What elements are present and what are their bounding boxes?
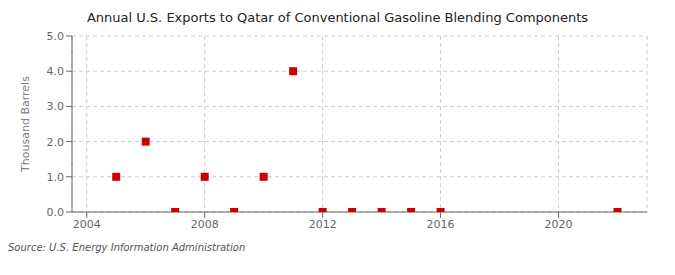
svg-text:2020: 2020 <box>545 218 573 231</box>
html-text:Annual U.S. Exports to Qatar o: Annual U.S. Exports to Qatar of Conventi… <box>86 10 589 25</box>
svg-text:0.0: 0.0 <box>47 206 65 219</box>
svg-text:1.0: 1.0 <box>47 171 65 184</box>
svg-text:2016: 2016 <box>427 218 455 231</box>
svg-text:2004: 2004 <box>73 218 101 231</box>
svg-text:Thousand Barrels: Thousand Barrels <box>19 76 32 173</box>
html-text:Source: U.S. Energy Informatio: Source: U.S. Energy Information Administ… <box>8 242 246 253</box>
svg-text:5.0: 5.0 <box>47 30 65 43</box>
svg-text:3.0: 3.0 <box>47 100 65 113</box>
svg-text:2008: 2008 <box>191 218 219 231</box>
svg-text:2012: 2012 <box>309 218 337 231</box>
svg-text:4.0: 4.0 <box>47 65 65 78</box>
svg-text:2.0: 2.0 <box>47 136 65 149</box>
